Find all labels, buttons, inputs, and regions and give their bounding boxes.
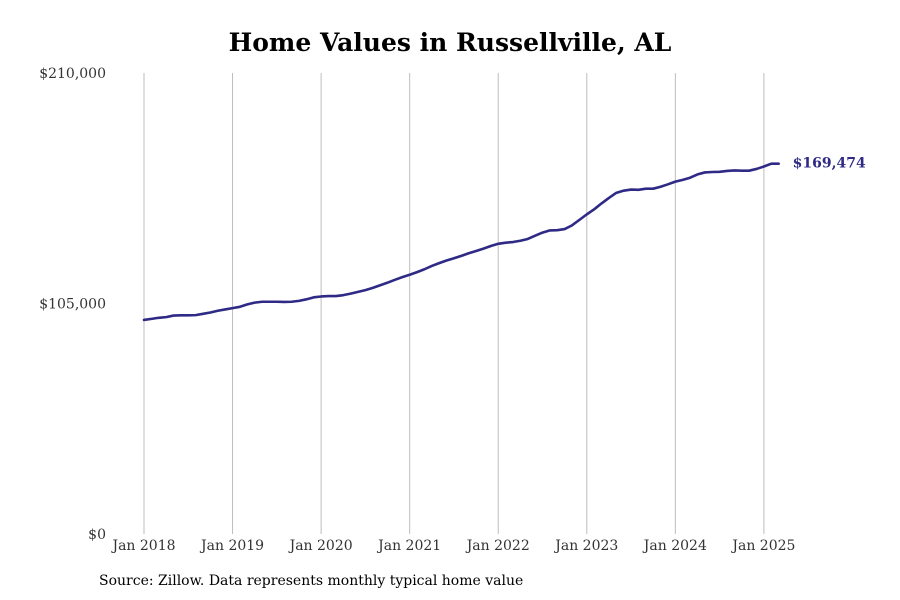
x-axis-ticks: Jan 2018 Jan 2019 Jan 2020 Jan 2021 Jan 2022…: [110, 538, 795, 554]
y-tick-label: $0: [88, 527, 106, 543]
y-tick-label: $210,000: [39, 66, 106, 82]
gridlines: [143, 73, 765, 534]
x-tick-label: Jan 2023: [553, 538, 618, 554]
source-note: Source: Zillow. Data represents monthly …: [99, 573, 524, 589]
chart-title: Home Values in Russellville, AL: [228, 28, 672, 57]
end-value-label: $169,474: [793, 156, 866, 172]
y-tick-label: $105,000: [39, 297, 106, 313]
x-tick-label: Jan 2021: [376, 538, 441, 554]
x-tick-label: Jan 2022: [465, 538, 530, 554]
x-tick-label: Jan 2024: [642, 538, 707, 554]
x-tick-label: Jan 2018: [110, 538, 175, 554]
annotation-layer: $169,474: [793, 156, 866, 172]
home-value-line: [142, 162, 780, 322]
y-axis-ticks: $0 $105,000 $210,000: [39, 66, 106, 543]
x-tick-label: Jan 2019: [199, 538, 264, 554]
x-tick-label: Jan 2025: [730, 538, 795, 554]
x-tick-label: Jan 2020: [288, 538, 353, 554]
series-layer: [142, 162, 780, 322]
